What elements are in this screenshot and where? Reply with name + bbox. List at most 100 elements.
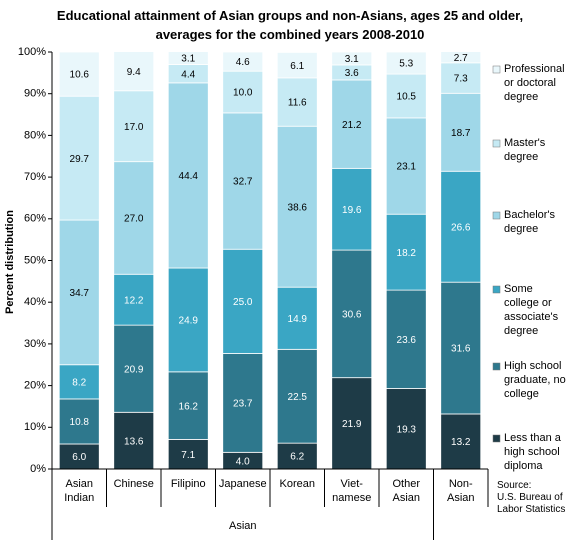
x-tick-label: Korean <box>279 478 315 490</box>
legend-swatch <box>492 362 501 371</box>
value-label: 25.0 <box>233 297 253 308</box>
bar-segment <box>331 51 373 66</box>
value-label: 2.7 <box>454 53 468 64</box>
value-label: 44.4 <box>179 171 199 182</box>
value-label: 20.9 <box>124 364 144 375</box>
chart-title: Educational attainment of Asian groups a… <box>56 8 524 42</box>
bar-segment <box>440 92 482 172</box>
value-label: 10.6 <box>70 70 90 81</box>
legend-label: High school graduate, no college <box>504 360 566 400</box>
y-tick-label: 0% <box>30 463 46 475</box>
bar-segment <box>222 70 264 114</box>
bar-segment <box>331 167 373 251</box>
y-tick-label: 70% <box>24 171 46 183</box>
value-label: 10.0 <box>233 88 253 99</box>
bar-segment <box>440 170 482 283</box>
bar-segment <box>385 51 427 75</box>
legend-swatch <box>492 285 501 294</box>
value-label: 3.6 <box>345 68 359 79</box>
value-label: 23.6 <box>397 335 417 346</box>
bar-segment <box>167 82 209 269</box>
bar-segment <box>440 281 482 415</box>
value-label: 17.0 <box>124 122 144 133</box>
bar-segment <box>385 73 427 119</box>
bar-segment <box>113 90 155 163</box>
y-tick-label: 30% <box>24 338 46 350</box>
legend-swatch <box>492 65 501 74</box>
value-label: 7.3 <box>454 74 468 85</box>
legend-swatch <box>492 211 501 220</box>
x-tick-label: Filipino <box>170 478 206 490</box>
value-label: 13.6 <box>124 436 144 447</box>
value-label: 3.1 <box>181 54 195 65</box>
value-label: 3.1 <box>345 54 359 65</box>
bar-segment <box>385 117 427 215</box>
y-tick-label: 80% <box>24 129 46 141</box>
legend-label: Master's degree <box>504 137 546 163</box>
bar-segment <box>58 51 100 97</box>
legend-label: Professional or doctoral degree <box>504 63 565 103</box>
y-tick-label: 50% <box>24 254 46 266</box>
bar-segment <box>167 267 209 373</box>
y-tick-label: 90% <box>24 88 46 100</box>
value-label: 6.1 <box>290 61 304 72</box>
value-label: 8.2 <box>72 377 86 388</box>
y-tick-label: 10% <box>24 421 46 433</box>
bar-segment <box>276 348 318 444</box>
group-label: Asian <box>228 520 257 532</box>
legend-swatch <box>492 139 501 148</box>
value-label: 30.6 <box>342 310 362 321</box>
value-label: 34.7 <box>70 288 90 299</box>
y-tick-label: 20% <box>24 380 46 392</box>
bar-segment <box>331 377 373 470</box>
value-label: 31.6 <box>451 344 471 355</box>
value-label: 6.0 <box>72 452 86 463</box>
bar-segment <box>113 273 155 326</box>
value-label: 9.4 <box>127 67 141 78</box>
x-tick-label: Viet- namese <box>332 478 372 504</box>
bar-segment <box>222 51 264 72</box>
value-label: 12.2 <box>124 295 144 306</box>
value-label: 5.3 <box>399 59 413 70</box>
y-tick-label: 60% <box>24 213 46 225</box>
bar-segment <box>276 52 318 79</box>
bar-segment <box>58 364 100 400</box>
bar-segment <box>58 219 100 366</box>
legend-label: Bachelor's degree <box>504 209 556 235</box>
value-label: 19.6 <box>342 205 362 216</box>
bar-segment <box>276 77 318 127</box>
value-label: 26.6 <box>451 222 471 233</box>
x-tick-label: Other Asian <box>392 478 421 504</box>
bar-segment <box>222 248 264 354</box>
bar-segment <box>385 289 427 389</box>
legend-label: Less than a high school diploma <box>504 432 561 472</box>
bar-segment <box>385 213 427 291</box>
bar-segment <box>440 51 482 64</box>
bar-segment <box>113 161 155 275</box>
x-tick-label: Japanese <box>218 478 267 490</box>
value-label: 16.2 <box>179 401 199 412</box>
value-label: 4.4 <box>181 69 195 80</box>
value-label: 21.9 <box>342 419 362 430</box>
value-label: 32.7 <box>233 177 253 188</box>
y-tick-label: 40% <box>24 296 46 308</box>
value-label: 18.2 <box>397 248 417 259</box>
bar-segment <box>440 413 482 470</box>
value-label: 21.2 <box>342 120 362 131</box>
value-label: 10.8 <box>70 417 90 428</box>
bar-segment <box>167 438 209 470</box>
value-label: 19.3 <box>397 424 417 435</box>
value-label: 22.5 <box>288 392 308 403</box>
bar-segment <box>58 398 100 445</box>
value-label: 29.7 <box>70 154 90 165</box>
value-label: 10.5 <box>397 92 417 103</box>
value-label: 4.0 <box>236 456 250 467</box>
bar-segment <box>331 79 373 169</box>
value-label: 13.2 <box>451 437 471 448</box>
value-label: 4.6 <box>236 57 250 68</box>
bar-segment <box>58 95 100 221</box>
y-tick-label: 100% <box>18 46 46 58</box>
bar-segment <box>222 112 264 250</box>
value-label: 6.2 <box>290 452 304 463</box>
bar-segment <box>167 371 209 440</box>
